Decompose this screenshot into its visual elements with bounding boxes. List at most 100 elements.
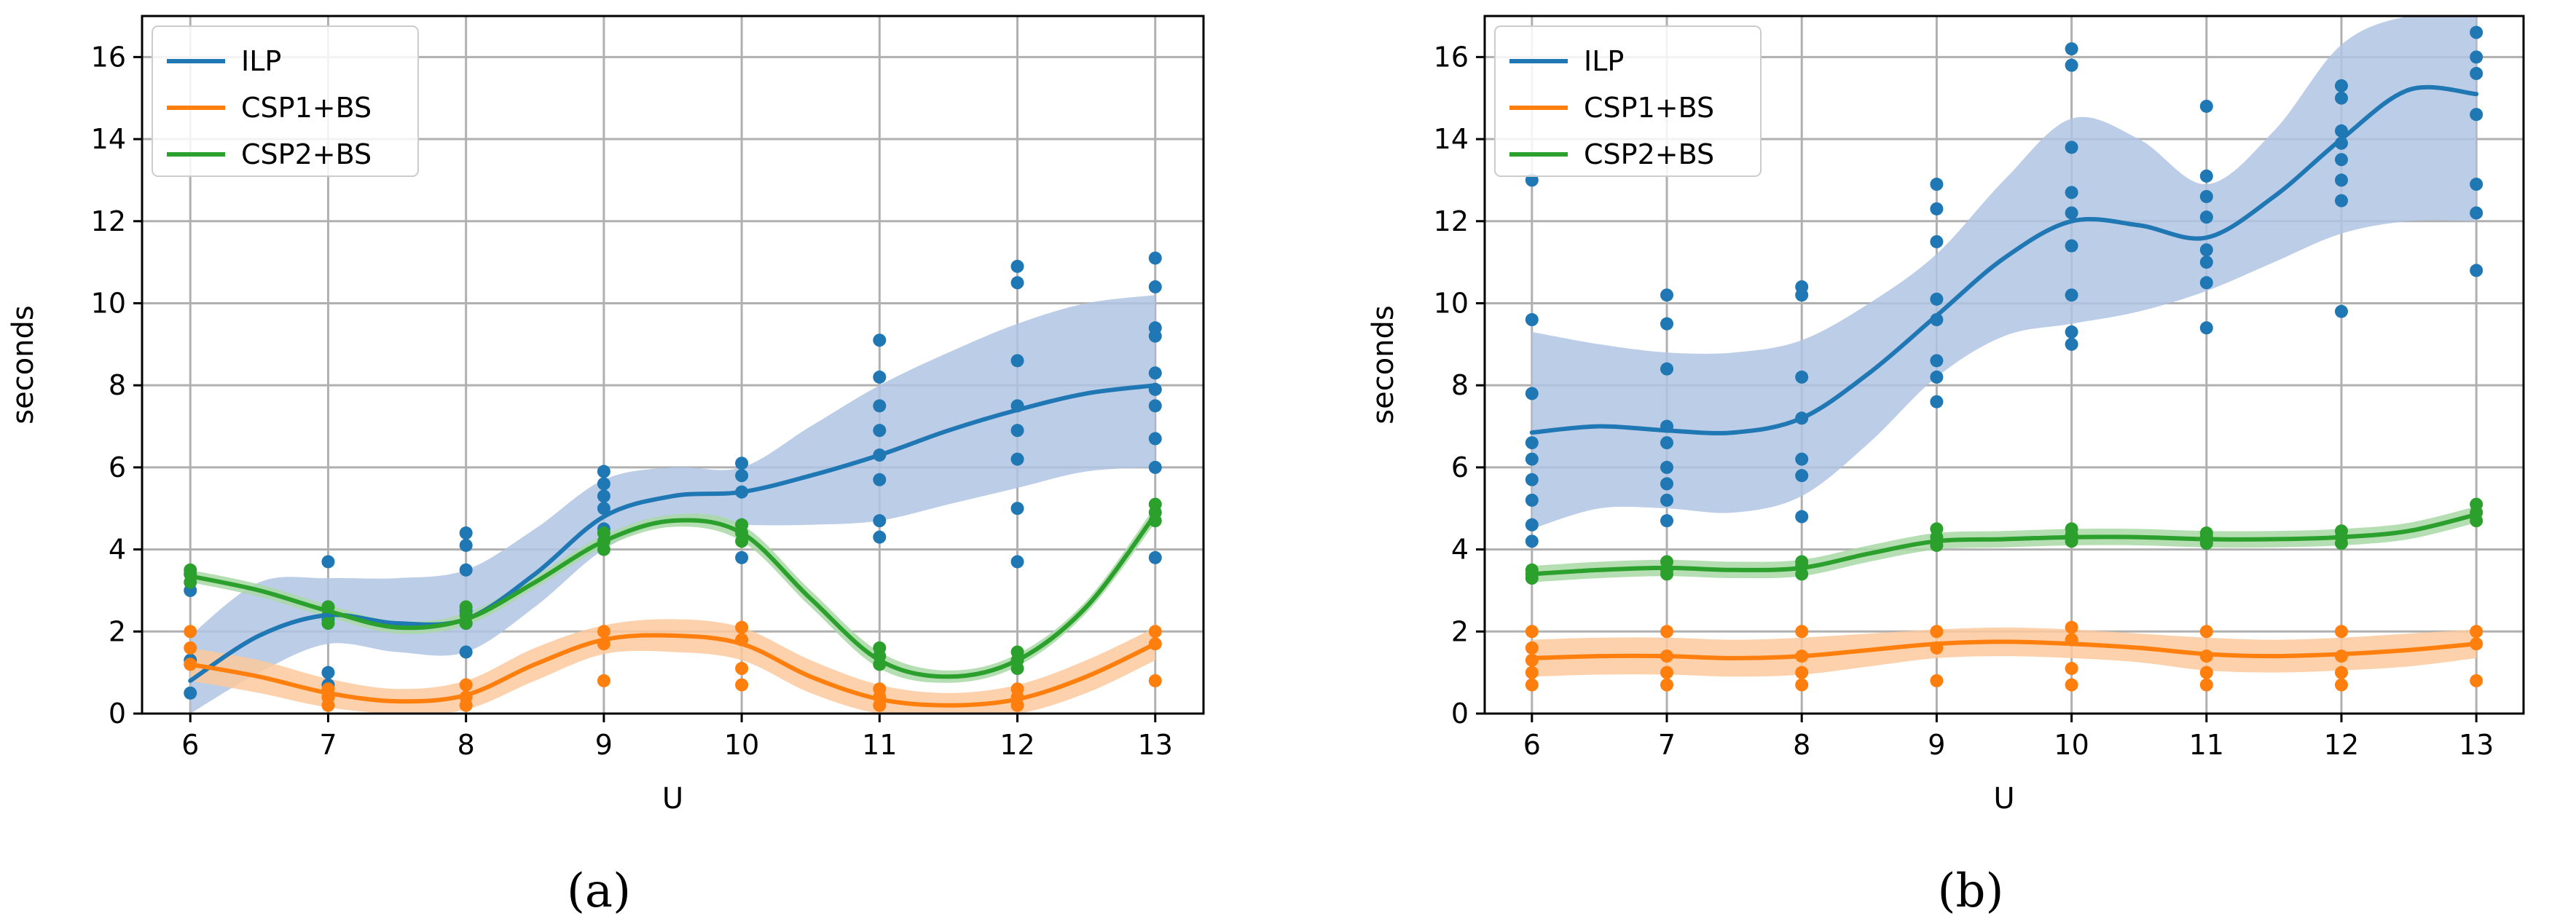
point-ilp [1795, 280, 1809, 293]
point-ilp [1660, 288, 1674, 302]
point-csp1-bs [1930, 625, 1944, 639]
y-tick-label: 2 [109, 615, 126, 647]
point-ilp [873, 370, 887, 384]
x-tick-label: 8 [458, 729, 475, 761]
y-tick-label: 8 [109, 369, 126, 401]
point-ilp [1010, 276, 1024, 290]
point-ilp [1148, 321, 1162, 335]
x-tick-label: 9 [595, 729, 613, 761]
point-csp1-bs [2065, 678, 2078, 692]
point-csp1-bs [459, 678, 473, 692]
point-ilp [184, 686, 197, 700]
point-ilp [597, 477, 610, 491]
legend-label: CSP1+BS [241, 92, 372, 124]
point-ilp [1930, 292, 1944, 306]
point-ilp [2065, 186, 2078, 200]
point-ilp [2065, 325, 2078, 339]
panel-a-y-ticks: 0 2 4 6 8 10 12 14 16 [91, 41, 142, 730]
point-ilp [2065, 288, 2078, 302]
y-tick-label: 2 [1451, 615, 1469, 647]
point-csp1-bs [2199, 666, 2213, 679]
point-csp1-bs [2065, 620, 2078, 634]
panel-b-y-axis-label: seconds [1367, 305, 1400, 425]
point-ilp [735, 469, 749, 483]
panel-b-caption: (b) [1938, 864, 2004, 918]
point-csp1-bs [1525, 625, 1539, 639]
point-ilp [1660, 362, 1674, 376]
point-ilp [597, 465, 610, 478]
point-ilp [2065, 206, 2078, 220]
point-ilp [2199, 99, 2213, 113]
y-tick-label: 4 [109, 534, 126, 566]
x-tick-label: 7 [1658, 729, 1676, 761]
legend-label: CSP2+BS [241, 138, 372, 170]
x-tick-label: 13 [1138, 729, 1173, 761]
point-ilp [1010, 502, 1024, 516]
point-ilp [1010, 555, 1024, 569]
point-csp1-bs [2470, 674, 2483, 687]
point-ilp [1525, 473, 1539, 486]
point-csp2-bs [2065, 522, 2078, 536]
point-csp1-bs [2334, 666, 2348, 679]
point-csp1-bs [1660, 678, 1674, 692]
panel-b-plot-frame [1483, 15, 2525, 715]
y-tick-label: 4 [1451, 534, 1469, 566]
point-csp2-bs [1010, 645, 1024, 659]
line-csp2-bs [1529, 512, 2479, 577]
point-ilp [321, 666, 335, 679]
point-csp1-bs [735, 620, 749, 634]
point-ilp [1660, 436, 1674, 450]
panel-b-legend: ILP CSP1+BS CSP2+BS [1494, 25, 1762, 177]
point-ilp [2199, 169, 2213, 183]
panel-a-y-axis-label: seconds [7, 305, 40, 425]
point-csp1-bs [1010, 682, 1024, 696]
point-ilp [1930, 370, 1944, 384]
line-csp1-bs [1529, 639, 2479, 660]
point-ilp [1660, 317, 1674, 331]
legend-label: ILP [1584, 45, 1624, 77]
point-csp2-bs [873, 641, 887, 655]
y-tick-label: 0 [1451, 698, 1469, 730]
point-csp1-bs [1795, 625, 1809, 639]
point-ilp [1795, 469, 1809, 483]
point-ilp [459, 645, 473, 659]
panel-a-plot-frame [141, 15, 1205, 715]
point-csp1-bs [1148, 674, 1162, 687]
panel-b-y-ticks: 0 2 4 6 8 10 12 14 16 [1434, 41, 1485, 730]
point-ilp [1930, 234, 1944, 248]
point-ilp [2199, 243, 2213, 257]
point-csp1-bs [1525, 641, 1539, 655]
point-ilp [1148, 366, 1162, 380]
y-tick-label: 16 [1434, 41, 1469, 73]
point-csp1-bs [1525, 678, 1539, 692]
panel-a: 6 7 8 9 10 11 12 13 0 2 4 6 8 10 12 14 16 U seconds ILP… [7, 15, 1205, 918]
point-csp1-bs [1660, 625, 1674, 639]
x-tick-label: 6 [1523, 729, 1541, 761]
panel-b-x-ticks: 6 7 8 9 10 11 12 13 [1523, 714, 2494, 761]
point-csp1-bs [184, 641, 197, 655]
point-ilp [2065, 42, 2078, 56]
point-csp2-bs [1795, 555, 1809, 569]
y-tick-label: 12 [1434, 205, 1469, 237]
point-csp1-bs [2334, 625, 2348, 639]
point-ilp [2199, 256, 2213, 269]
point-ilp [1930, 354, 1944, 368]
point-csp2-bs [459, 600, 473, 614]
x-tick-label: 13 [2459, 729, 2494, 761]
point-ilp [1795, 452, 1809, 466]
y-tick-label: 14 [1434, 123, 1469, 155]
y-tick-label: 14 [91, 123, 126, 155]
point-csp1-bs [1660, 666, 1674, 679]
point-ilp [2065, 239, 2078, 253]
point-ilp [1930, 202, 1944, 216]
point-csp1-bs [1795, 678, 1809, 692]
point-ilp [1525, 534, 1539, 548]
point-csp2-bs [1148, 497, 1162, 511]
band-csp2-bs [1531, 506, 2477, 583]
point-ilp [1010, 259, 1024, 273]
point-ilp [873, 473, 887, 486]
y-tick-label: 6 [1451, 451, 1469, 483]
point-ilp [1525, 518, 1539, 532]
point-ilp [2470, 206, 2483, 220]
